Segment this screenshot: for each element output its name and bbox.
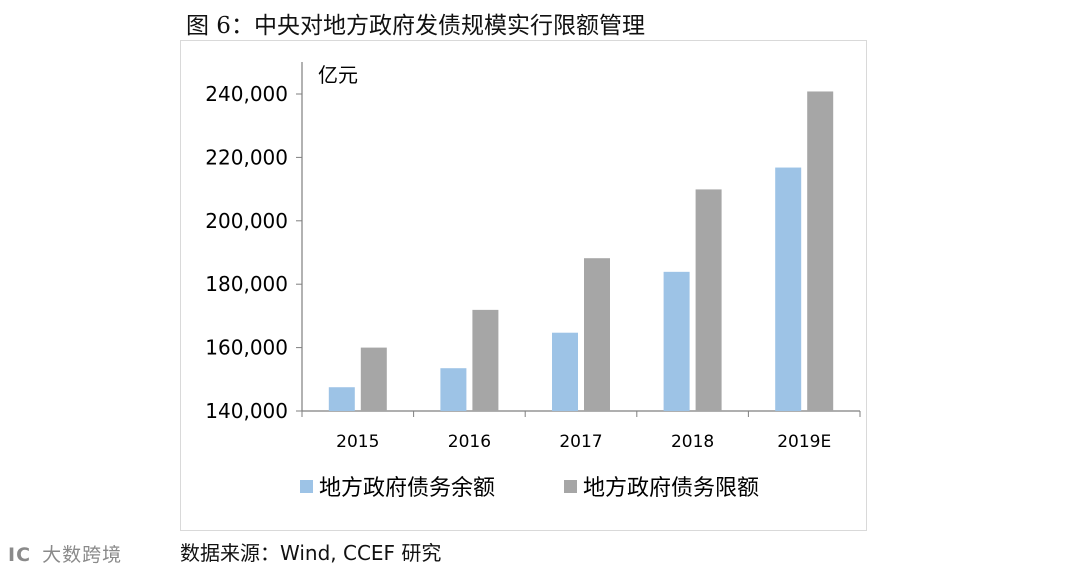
chart-axes: 140,000 160,000 180,000 200,000 220,000 240,0… xyxy=(205,62,861,452)
watermark: IC 大数跨境 xyxy=(8,540,122,567)
bar-debt-limit xyxy=(360,347,387,411)
chart-frame xyxy=(180,40,867,531)
x-tick-label: 2015 xyxy=(336,432,379,452)
x-tick-label: 2018 xyxy=(671,432,714,452)
y-tick-label: 240,000 xyxy=(205,82,288,106)
y-tick-label: 140,000 xyxy=(205,399,288,423)
bar-debt-balance xyxy=(775,167,802,411)
x-tick-label: 2017 xyxy=(559,432,602,452)
bar-debt-balance xyxy=(552,332,578,411)
bar-debt-limit xyxy=(695,189,722,411)
chart-legend: 地方政府债务余额 地方政府债务限额 xyxy=(300,476,759,501)
y-tick-label: 200,000 xyxy=(205,209,288,233)
bar-debt-limit xyxy=(472,309,499,411)
legend-swatch xyxy=(300,480,313,493)
y-axis-unit-label: 亿元 xyxy=(318,63,358,87)
source-note: 数据来源：Wind, CCEF 研究 xyxy=(180,541,442,565)
bar-debt-limit xyxy=(584,258,610,411)
y-tick-label: 160,000 xyxy=(205,336,288,360)
watermark-text: 大数跨境 xyxy=(42,544,123,566)
bar-debt-balance xyxy=(328,387,355,411)
figure-title: 图 6：中央对地方政府发债规模实行限额管理 xyxy=(186,13,645,39)
legend-label: 地方政府债务限额 xyxy=(583,476,759,501)
x-tick-label: 2016 xyxy=(448,432,491,452)
bar-debt-balance xyxy=(663,271,690,411)
legend-label: 地方政府债务余额 xyxy=(319,476,495,501)
legend-swatch xyxy=(564,480,577,493)
bar-debt-balance xyxy=(440,368,467,411)
x-tick-label: 2019E xyxy=(777,432,831,452)
y-tick-label: 220,000 xyxy=(205,145,288,169)
y-tick-label: 180,000 xyxy=(205,272,288,296)
bar-debt-limit xyxy=(807,91,834,412)
watermark-logo-icon: IC xyxy=(8,544,32,566)
chart-bars xyxy=(328,91,834,412)
